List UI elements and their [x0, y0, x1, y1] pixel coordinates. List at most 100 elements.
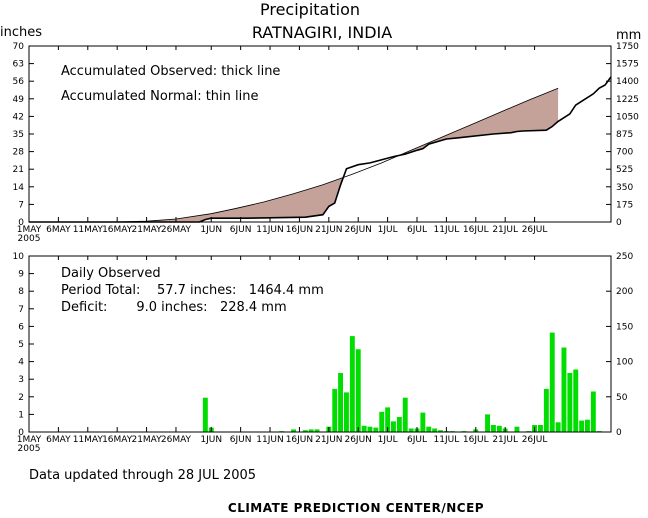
daily-bar	[496, 425, 502, 432]
accumulated-right-tick-label: 525	[616, 165, 633, 175]
daily-bar	[338, 373, 343, 432]
accumulated-observed-line	[29, 76, 612, 223]
chart-title: Precipitation	[260, 0, 360, 19]
daily-x-tick-label: 16JUN	[286, 435, 313, 445]
accumulated-x-tick-label: 16MAY	[102, 225, 133, 235]
accumulated-x-tick-label: 26MAY	[161, 225, 192, 235]
accumulated-right-tick-label: 1050	[616, 112, 639, 122]
daily-bar	[402, 397, 408, 432]
daily-bar	[396, 417, 402, 432]
accumulated-x-tick-label: 1JUL	[378, 225, 398, 235]
daily-bar	[379, 411, 385, 432]
daily-observed-note: Daily Observed	[61, 266, 161, 281]
accumulated-x-tick-label: 26JUN	[344, 225, 371, 235]
accumulated-left-tick-label: 28	[13, 148, 25, 158]
accumulated-right-tick-label: 875	[616, 130, 633, 140]
daily-bar	[408, 428, 414, 432]
daily-bar	[391, 421, 396, 432]
accumulated-right-tick-label: 0	[616, 218, 622, 228]
accumulated-observed-note: Accumulated Observed: thick line	[61, 64, 280, 79]
accumulated-right-tick-label: 175	[616, 200, 633, 210]
daily-bar	[491, 425, 496, 432]
daily-bar	[373, 427, 379, 432]
daily-left-tick-label: 7	[18, 305, 24, 315]
accumulated-left-tick-label: 49	[13, 95, 25, 105]
daily-left-tick-label: 1	[18, 410, 24, 420]
daily-bar	[349, 336, 355, 432]
daily-left-axis-labels: 0 1 2 3 4 5 6 7 8 9 10	[13, 252, 25, 438]
daily-x-tick-label: 6JUL	[407, 435, 427, 445]
daily-right-tick-label: 100	[616, 358, 633, 368]
accumulated-left-tick-label: 0	[18, 218, 24, 228]
daily-bar	[514, 426, 520, 432]
daily-x-tick-label: 1JUL	[378, 435, 398, 445]
accumulated-x-tick-label: 11JUL	[434, 225, 460, 235]
deficit-note: Deficit: 9.0 inches: 228.4 mm	[61, 300, 287, 315]
daily-bar	[573, 369, 579, 432]
daily-panel: 0 1 2 3 4 5 6 7 8 9 10 0 50 100 150 200 250 1MAY 6MAY 11M…	[13, 252, 634, 454]
accumulated-right-tick-label: 1225	[616, 95, 639, 105]
daily-bar	[590, 391, 596, 432]
accumulated-left-tick-label: 63	[13, 60, 24, 70]
accumulated-left-tick-label: 70	[13, 42, 25, 52]
daily-bar	[355, 349, 361, 432]
daily-x-tick-label: 21MAY	[131, 435, 162, 445]
daily-bar	[332, 388, 338, 432]
daily-x-tick-label: 6JUN	[230, 435, 252, 445]
accumulated-x-tick-label: 26JUL	[522, 225, 548, 235]
daily-bar	[555, 422, 561, 432]
daily-x-tick-label: 11MAY	[73, 435, 104, 445]
daily-left-tick-label: 5	[18, 340, 24, 350]
daily-right-tick-label: 250	[616, 252, 633, 262]
accumulated-x-tick-label: 21JUL	[492, 225, 518, 235]
accumulated-x-tick-label: 1MAY	[17, 225, 42, 235]
daily-bar	[485, 414, 490, 432]
daily-right-tick-label: 200	[616, 287, 633, 297]
daily-bar	[385, 407, 391, 432]
daily-bar	[432, 428, 438, 432]
daily-x-tick-label: 16MAY	[102, 435, 133, 445]
data-updated-note: Data updated through 28 JUL 2005	[29, 468, 256, 483]
daily-x-tick-label: 26MAY	[161, 435, 192, 445]
daily-bar	[344, 392, 349, 432]
daily-x-tick-label: 11JUN	[256, 435, 283, 445]
daily-bar	[585, 419, 590, 432]
daily-bars	[202, 332, 602, 432]
daily-right-tick-label: 0	[616, 428, 622, 438]
accumulated-x-tick-label: 21JUN	[315, 225, 342, 235]
daily-x-tick-label: 26JUL	[522, 435, 548, 445]
daily-bar	[202, 397, 208, 432]
accumulated-x-tick-label: 6JUN	[230, 225, 252, 235]
accumulated-x-tick-label: 11JUN	[256, 225, 283, 235]
daily-right-tick-label: 150	[616, 322, 633, 332]
daily-left-tick-label: 4	[18, 358, 24, 368]
accumulated-right-tick-label: 1750	[616, 42, 639, 52]
accumulated-x-year-label: 2005	[18, 234, 41, 244]
daily-x-tick-label: 21JUL	[492, 435, 518, 445]
accumulated-left-tick-label: 56	[13, 77, 25, 87]
daily-x-tick-label: 16JUL	[463, 435, 489, 445]
daily-bar	[314, 429, 320, 432]
accumulated-right-tick-label: 1575	[616, 60, 639, 70]
accumulated-x-tick-label: 11MAY	[73, 225, 104, 235]
right-unit-label: mm	[616, 28, 641, 43]
daily-left-tick-label: 9	[18, 270, 24, 280]
daily-x-axis-labels: 1MAY 6MAY 11MAY 16MAY 21MAY 26MAY 1JUN 6JUN 11JU…	[17, 435, 548, 454]
accumulated-normal-note: Accumulated Normal: thin line	[61, 89, 259, 104]
accumulated-panel: 0 7 14 21 28 35 42 49 56 63 70 0 175 350 525 700 875 105…	[13, 42, 640, 244]
daily-right-tick-label: 50	[616, 393, 628, 403]
period-total-note: Period Total: 57.7 inches: 1464.4 mm	[61, 283, 324, 298]
accumulated-left-tick-label: 35	[13, 130, 24, 140]
daily-x-tick-label: 6MAY	[46, 435, 71, 445]
accumulated-x-tick-label: 6JUL	[407, 225, 427, 235]
daily-bar	[291, 429, 296, 432]
daily-bar	[579, 420, 585, 432]
accumulated-left-tick-label: 42	[13, 112, 24, 122]
accumulated-x-tick-label: 16JUL	[463, 225, 489, 235]
chart-subtitle: RATNAGIRI, INDIA	[252, 23, 392, 42]
accumulated-right-tick-label: 350	[616, 183, 633, 193]
daily-left-tick-label: 0	[18, 428, 24, 438]
daily-right-axis-labels: 0 50 100 150 200 250	[616, 252, 633, 438]
daily-x-tick-label: 26JUN	[344, 435, 371, 445]
daily-x-tick-label: 21JUN	[315, 435, 342, 445]
